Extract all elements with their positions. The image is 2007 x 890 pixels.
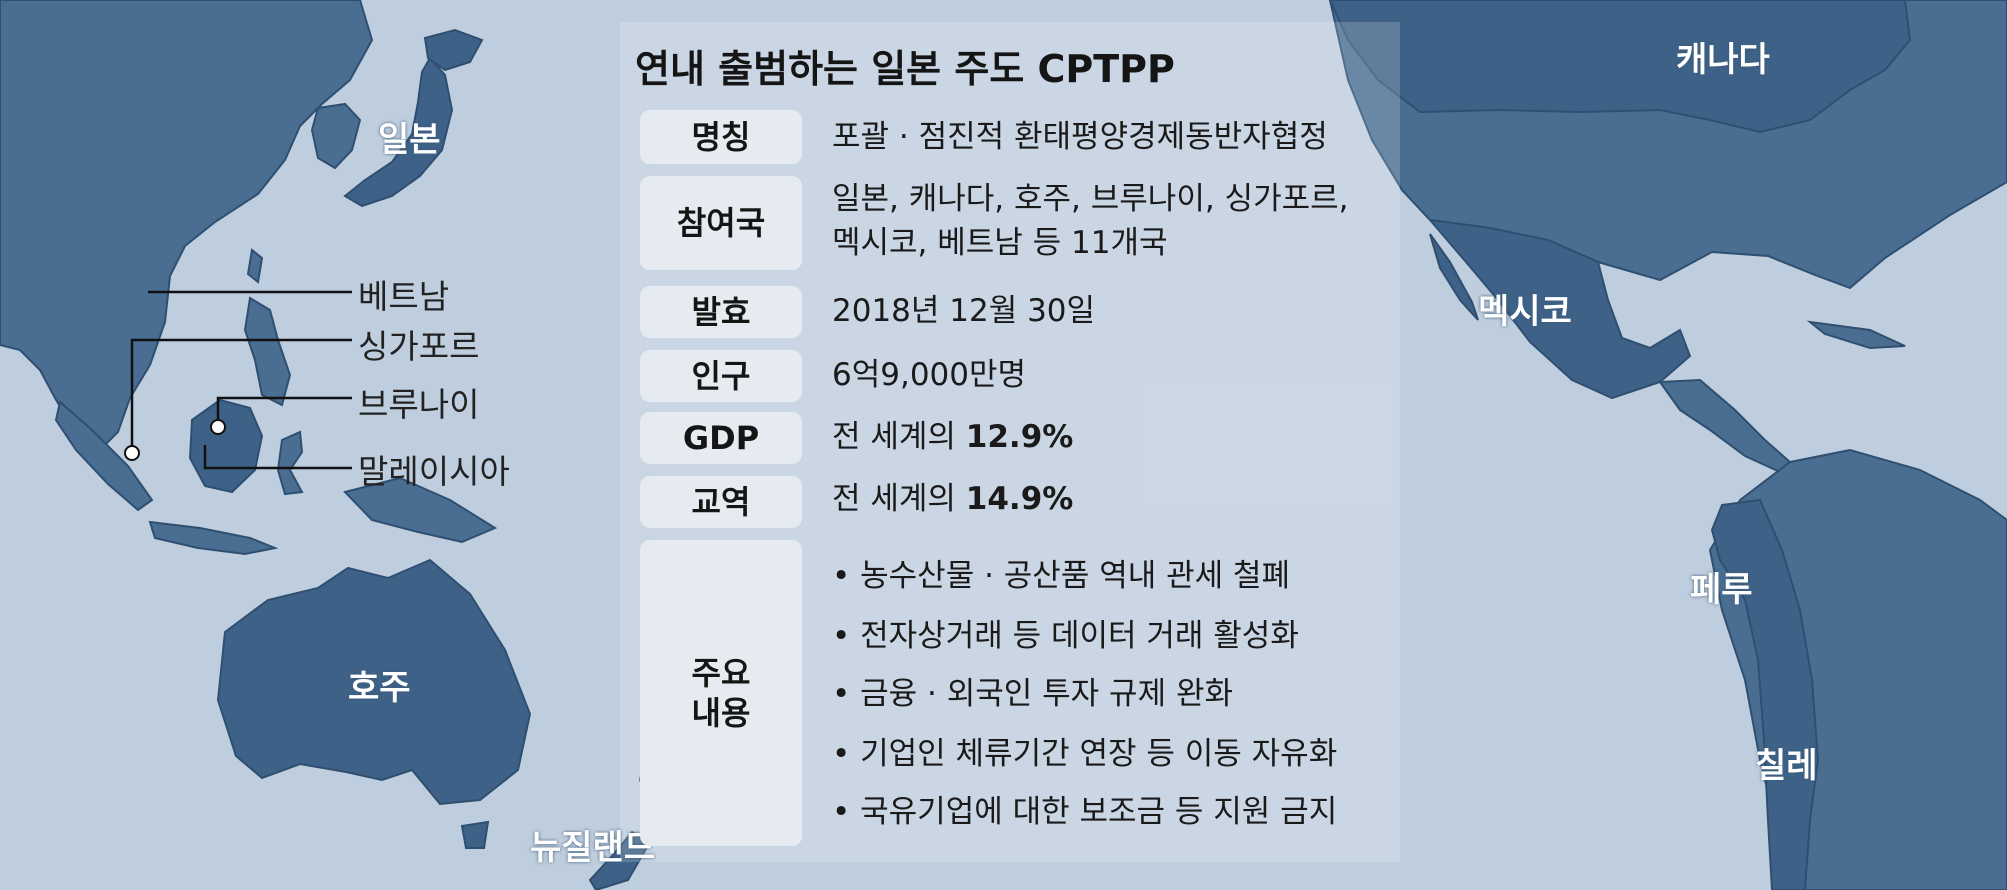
label-malaysia: 말레이시아 (358, 452, 510, 491)
callout-line-malaysia (203, 445, 352, 470)
content-item-3: • 금융 · 외국인 투자 규제 완화 (832, 676, 1233, 712)
content-item-5: • 국유기업에 대한 보조금 등 지원 금지 (832, 794, 1338, 830)
value-trade-number: 14.9% (965, 481, 1074, 517)
value-members-line2: 멕시코, 베트남 등 11개국 (832, 225, 1168, 261)
label-vietnam: 베트남 (358, 277, 450, 316)
label-singapore: 싱가포르 (358, 327, 480, 366)
value-gdp-prefix: 전 세계의 (832, 419, 966, 455)
label-content: 주요 내용 (640, 540, 802, 846)
land-sumatra (54, 400, 154, 512)
land-korea (310, 102, 362, 170)
label-members: 참여국 (640, 176, 802, 270)
value-trade-prefix: 전 세계의 (832, 481, 966, 517)
label-content-line2: 내용 (691, 694, 751, 732)
callout-lines (130, 290, 352, 470)
land-sulawesi (276, 430, 304, 496)
land-japan-north (423, 28, 484, 72)
content-item-4: • 기업인 체류기간 연장 등 이동 자유화 (832, 736, 1338, 772)
label-trade: 교역 (640, 476, 802, 528)
value-gdp: 전 세계의 12.9% (832, 414, 1073, 460)
label-population: 인구 (640, 350, 802, 402)
value-members-line1: 일본, 캐나다, 호주, 브루나이, 싱가포르, (832, 181, 1349, 217)
value-gdp-number: 12.9% (965, 419, 1074, 455)
label-canada: 캐나다 (1676, 40, 1770, 80)
callout-line-singapore (130, 338, 352, 450)
label-content-line1: 주요 (691, 654, 751, 692)
land-tasmania (460, 820, 490, 849)
label-mexico: 멕시코 (1478, 292, 1572, 332)
label-chile: 칠레 (1755, 746, 1818, 786)
land-japan (343, 56, 454, 208)
land-australia (216, 558, 532, 806)
land-asia (0, 0, 374, 454)
label-peru: 페루 (1690, 570, 1753, 610)
content-item-2: • 전자상거래 등 데이터 거래 활성화 (832, 618, 1299, 654)
value-trade: 전 세계의 14.9% (832, 476, 1073, 522)
land-baja-california (1429, 233, 1479, 321)
land-new-guinea (343, 476, 498, 544)
land-taiwan (246, 248, 264, 284)
land-java (148, 520, 279, 556)
label-effective: 발효 (640, 286, 802, 338)
content-item-1: • 농수산물 · 공산품 역내 관세 철폐 (832, 558, 1291, 594)
label-australia: 호주 (348, 668, 411, 708)
value-effective: 2018년 12월 30일 (832, 293, 1096, 329)
label-new-zealand: 뉴질랜드 (530, 828, 656, 868)
marker-brunei (210, 419, 226, 435)
value-name: 포괄 · 점진적 환태평양경제동반자협정 (832, 119, 1328, 155)
value-population: 6억9,000만명 (832, 357, 1027, 393)
page-title: 연내 출범하는 일본 주도 CPTPP (635, 47, 1175, 91)
label-brunei: 브루나이 (358, 385, 480, 424)
land-cuba (1806, 320, 1906, 350)
land-mexico (1427, 218, 1692, 400)
label-gdp: GDP (640, 412, 802, 464)
marker-singapore (124, 445, 140, 461)
callout-line-brunei (216, 396, 352, 424)
land-peru-chile (1710, 498, 1820, 890)
label-name: 명칭 (640, 110, 802, 164)
label-japan: 일본 (378, 120, 441, 160)
land-canada (1328, 0, 1912, 134)
